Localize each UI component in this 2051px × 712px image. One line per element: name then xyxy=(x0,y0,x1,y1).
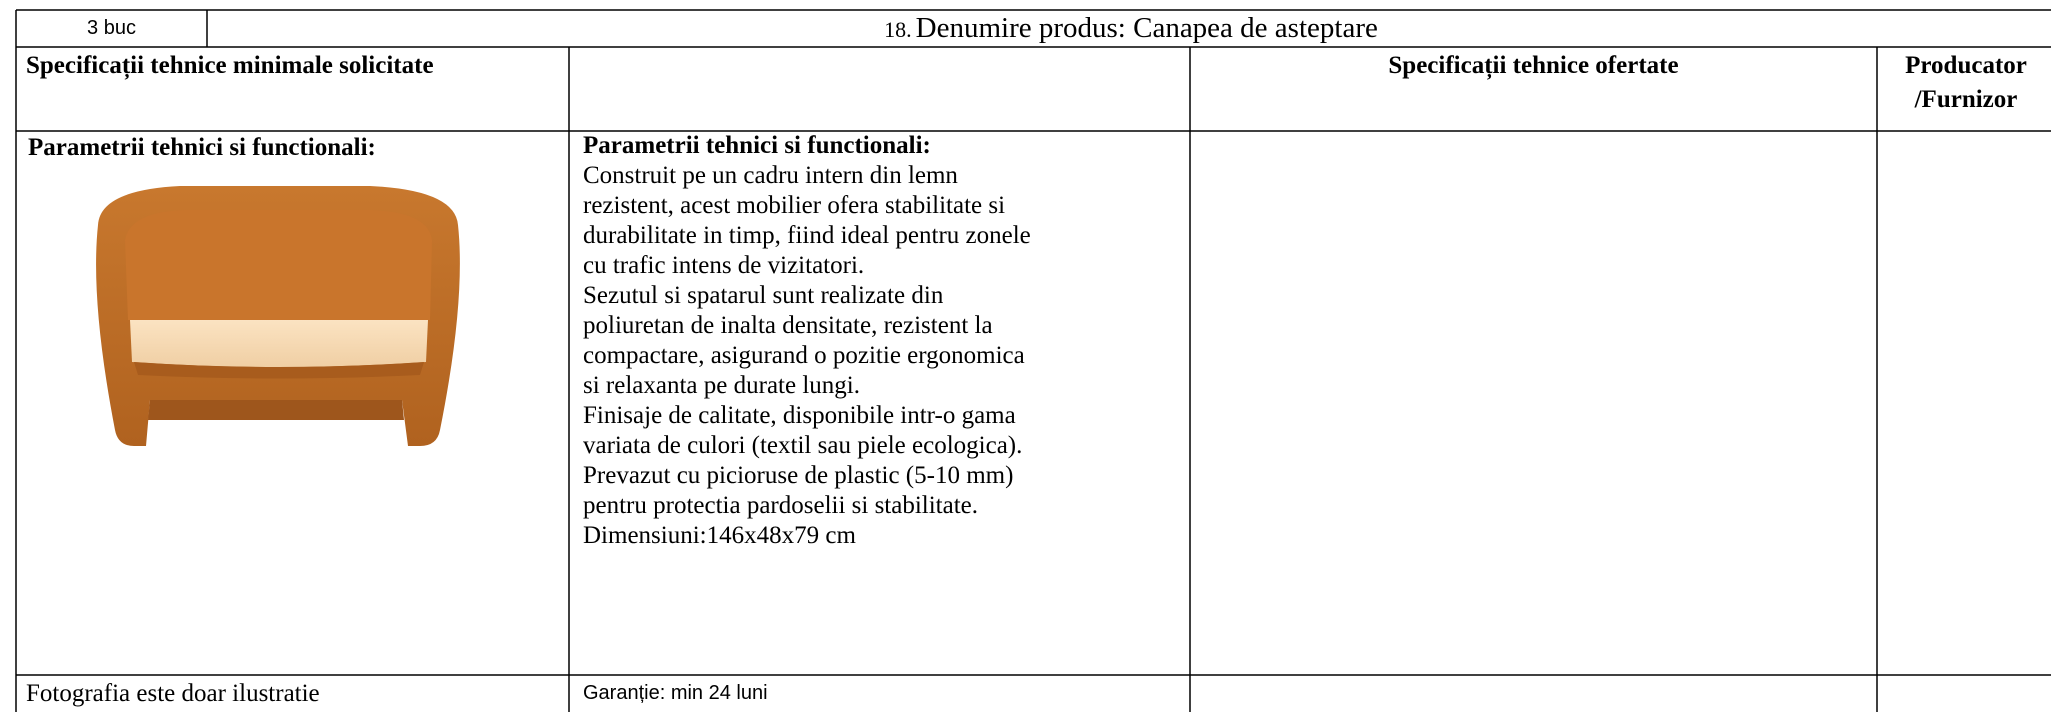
table-borders xyxy=(15,9,2051,712)
spec-line: durabilitate in timp, fiind ideal pentru… xyxy=(583,222,1031,249)
spec-line: pentru protectia pardoselii si stabilita… xyxy=(583,492,979,519)
photo-note: Fotografia este doar ilustratie xyxy=(26,680,320,707)
product-title: 18. Denumire produs: Canapea de asteptar… xyxy=(207,10,2051,47)
spec-line: rezistent, acest mobilier ofera stabilit… xyxy=(583,192,1006,219)
warranty: Garanție: min 24 luni xyxy=(583,682,768,704)
sofa-illustration xyxy=(96,186,460,446)
col1-heading: Parametrii tehnici si functionali: xyxy=(28,134,376,161)
col2-heading: Parametrii tehnici si functionali: xyxy=(583,132,931,159)
title-number: 18. xyxy=(884,17,912,42)
spec-line: Dimensiuni:146x48x79 cm xyxy=(583,522,856,549)
quantity: 3 buc xyxy=(87,17,136,39)
spec-line: compactare, asigurand o pozitie ergonomi… xyxy=(583,342,1025,369)
header-offered-specs: Specificații tehnice ofertate xyxy=(1388,52,1679,79)
col2-lines: Construit pe un cadru intern din lemn rez… xyxy=(583,161,1031,551)
spec-line: variata de culori (textil sau piele ecol… xyxy=(583,432,1023,459)
header-min-specs: Specificații tehnice minimale solicitate xyxy=(26,52,434,79)
spec-line: cu trafic intens de vizitatori. xyxy=(583,252,865,279)
spec-line: Finisaje de calitate, disponibile intr-o… xyxy=(583,402,1016,429)
spec-line: Prevazut cu picioruse de plastic (5-10 m… xyxy=(583,462,1014,489)
col2-text: Parametrii tehnici si functionali: Const… xyxy=(583,131,1031,551)
spec-line: Construit pe un cadru intern din lemn xyxy=(583,162,958,189)
title-text: Denumire produs: Canapea de asteptare xyxy=(915,12,1378,44)
spec-line: Sezutul si spatarul sunt realizate din xyxy=(583,282,944,309)
spec-line: poliuretan de inalta densitate, rezisten… xyxy=(583,312,993,339)
spec-line: si relaxanta pe durate lungi. xyxy=(583,372,860,399)
header-supplier: /Furnizor xyxy=(1914,86,2018,113)
header-producer: Producator xyxy=(1905,52,2027,79)
